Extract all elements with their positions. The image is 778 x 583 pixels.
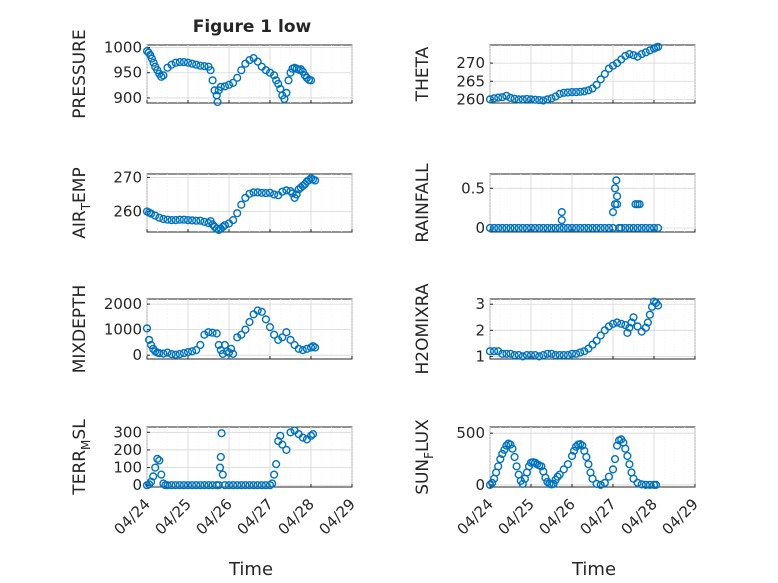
- y-tick-label: 270: [113, 168, 142, 186]
- x-tick-label: 04/27: [234, 495, 277, 538]
- x-tick-label: 04/25: [152, 495, 195, 538]
- axes-background: [147, 45, 352, 103]
- y-tick-label: 0: [475, 476, 485, 494]
- x-tick-label: 04/29: [659, 495, 702, 538]
- y-axis-label: H2OMIXRA: [413, 283, 433, 374]
- x-tick-label: 04/24: [454, 495, 497, 538]
- y-tick-label: 0.5: [461, 179, 485, 197]
- y-tick-label: 2000: [104, 295, 142, 313]
- figure-title: Figure 1 low: [193, 17, 312, 37]
- x-tick-label: 04/27: [577, 495, 620, 538]
- y-tick-label: 1000: [104, 39, 142, 57]
- y-tick-label: 1: [475, 347, 485, 365]
- y-axis-label: PRESSURE: [70, 29, 90, 118]
- subplot-5: 0 1000 2000 MIXDEPTH: [70, 285, 352, 374]
- x-axis-label-right: Time: [571, 559, 616, 580]
- x-tick-label: 04/25: [495, 495, 538, 538]
- y-axis-label: RAINFALL: [413, 163, 433, 243]
- y-tick-label: 900: [113, 89, 142, 107]
- x-tick-label: 04/28: [618, 495, 661, 538]
- y-tick-label: 0: [132, 346, 142, 364]
- y-tick-label: 500: [456, 424, 485, 442]
- axes-background: [490, 174, 695, 232]
- y-tick-label: 270: [456, 54, 485, 72]
- x-tick-label: 04/26: [193, 495, 236, 538]
- x-tick-label: 04/24: [111, 495, 154, 538]
- y-tick-label: 260: [456, 90, 485, 108]
- y-tick-label: 265: [456, 72, 485, 90]
- x-tick-label: 04/29: [316, 495, 359, 538]
- y-axis-label: AIRTEMP: [70, 167, 93, 238]
- y-tick-label: 260: [113, 203, 142, 221]
- subplot-4: 0 0.5 RAINFALL: [413, 163, 695, 243]
- y-tick-label: 1000: [104, 321, 142, 339]
- y-tick-label: 300: [113, 423, 142, 441]
- x-axis-label-left: Time: [228, 559, 273, 580]
- y-tick-label: 0: [132, 476, 142, 494]
- subplot-3: 260 270 AIRTEMP: [70, 167, 352, 238]
- subplot-8: 0 500 04/2404/2504/2604/2704/2804/29 SUNFLU…: [413, 419, 702, 539]
- subplot-6: 1 2 3 H2OMIXRA: [413, 283, 695, 374]
- y-tick-label: 200: [113, 441, 142, 459]
- y-tick-label: 0: [475, 219, 485, 237]
- y-tick-label: 2: [475, 321, 485, 339]
- y-tick-label: 950: [113, 64, 142, 82]
- axes-background: [490, 45, 695, 103]
- y-axis-label: MIXDEPTH: [70, 285, 90, 374]
- x-tick-label: 04/26: [536, 495, 579, 538]
- y-axis-label: TERRMSL: [70, 419, 93, 496]
- x-tick-label: 04/28: [275, 495, 318, 538]
- subplot-1: 900 950 1000 PRESSURE: [70, 29, 352, 118]
- y-axis-label: THETA: [413, 46, 433, 102]
- subplot-grid: 9009501000PRESSURE 260265270THETA260270AI…: [70, 29, 702, 538]
- y-tick-label: 3: [475, 295, 485, 313]
- y-tick-label: 100: [113, 459, 142, 477]
- y-axis-label: SUNFLUX: [413, 419, 436, 495]
